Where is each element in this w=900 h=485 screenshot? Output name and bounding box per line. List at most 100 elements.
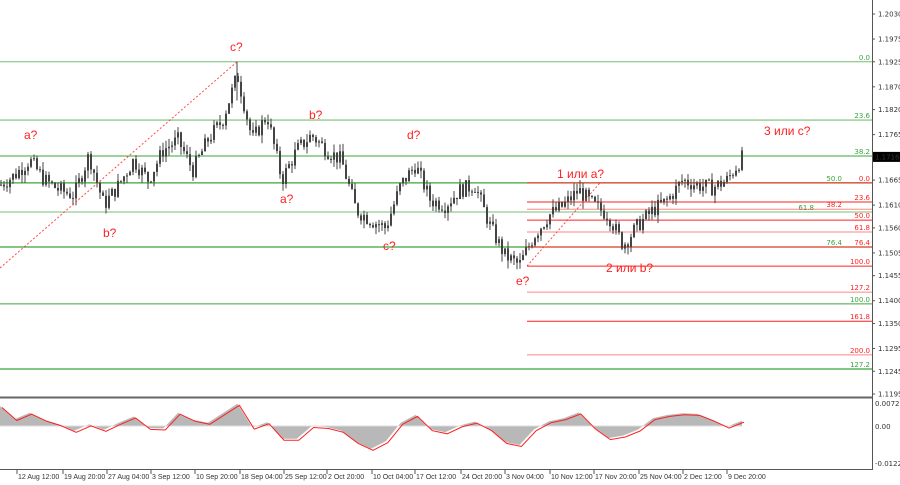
candle-body — [597, 201, 599, 203]
candle-body — [456, 197, 458, 200]
fib-label-green: 50.0 — [826, 175, 842, 183]
trendlines — [0, 61, 601, 269]
x-tick-label: 2 Dec 12:00 — [684, 474, 722, 481]
y-tick-label: 1.1820 — [878, 106, 900, 114]
fib-label-red: 23.6 — [854, 194, 870, 202]
candles — [0, 61, 743, 270]
candle-body — [462, 184, 464, 197]
candle-body — [255, 126, 257, 133]
candle-body — [39, 169, 41, 171]
candle-body — [585, 189, 587, 201]
candle-body — [186, 151, 188, 155]
candle-body — [444, 210, 446, 213]
fib-label-red: 127.2 — [850, 284, 870, 292]
candle-body — [561, 201, 563, 207]
candle-body — [105, 195, 107, 208]
fib-label-red: 38.2 — [826, 201, 842, 209]
wave-label: e? — [516, 274, 530, 288]
candle-body — [645, 210, 647, 219]
candle-body — [429, 185, 431, 201]
candle-body — [603, 210, 605, 219]
y-tick-label: 1.1560 — [878, 224, 900, 232]
fib-label-green: 127.2 — [850, 361, 870, 369]
candle-body — [117, 180, 119, 197]
candle-body — [420, 167, 422, 171]
candle-body — [171, 145, 173, 147]
candle-body — [198, 154, 200, 157]
candle-body — [291, 164, 293, 166]
candle-body — [303, 139, 305, 147]
candle-body — [246, 111, 248, 120]
candle-body — [687, 179, 689, 186]
x-tick-label: 19 Aug 20:00 — [64, 474, 105, 481]
candle-body — [666, 198, 668, 200]
candle-body — [624, 244, 626, 249]
y-tick-label: 1.1975 — [878, 36, 900, 44]
candle-body — [168, 146, 170, 149]
fib-label-green: 76.4 — [826, 239, 842, 247]
candle-body — [504, 248, 506, 255]
candle-body — [279, 151, 281, 175]
candle-body — [468, 180, 470, 192]
candle-body — [282, 174, 284, 184]
candle-body — [60, 183, 62, 191]
candle-body — [30, 159, 32, 167]
candle-body — [159, 150, 161, 164]
candle-body — [426, 185, 428, 190]
candle-body — [210, 139, 212, 142]
candle-body — [111, 188, 113, 196]
candle-body — [483, 194, 485, 208]
candle-body — [534, 238, 536, 246]
candle-body — [672, 196, 674, 199]
candle-body — [387, 225, 389, 229]
candle-body — [378, 224, 380, 226]
candle-body — [354, 188, 356, 204]
y-tick-label: 1.1505 — [878, 249, 900, 257]
candle-body — [402, 177, 404, 184]
candle-body — [558, 201, 560, 211]
y-tick-label: 1.1295 — [878, 345, 900, 353]
candle-body — [294, 149, 296, 166]
candle-body — [51, 181, 53, 183]
candle-body — [711, 179, 713, 196]
candle-body — [447, 206, 449, 213]
candle-body — [180, 132, 182, 147]
candle-body — [411, 169, 413, 171]
candle-body — [663, 198, 665, 202]
candle-body — [9, 179, 11, 188]
x-tick-label: 25 Sep 12:00 — [285, 474, 327, 481]
candle-body — [351, 183, 353, 189]
candle-body — [495, 224, 497, 244]
candle-body — [507, 248, 509, 261]
candle-body — [249, 119, 251, 131]
candle-body — [270, 124, 272, 128]
candle-body — [567, 196, 569, 202]
candle-body — [531, 245, 533, 247]
candle-body — [183, 146, 185, 152]
y-tick-label: 1.1870 — [878, 83, 900, 91]
candle-body — [552, 207, 554, 215]
candle-body — [267, 122, 269, 125]
candle-body — [720, 180, 722, 187]
candle-body — [150, 181, 152, 183]
candle-body — [300, 139, 302, 144]
candle-body — [492, 221, 494, 225]
candle-body — [357, 203, 359, 216]
candle-body — [306, 142, 308, 147]
oscillator-y-tick-label: 0.00725 — [875, 400, 900, 408]
y-tick-label: 1.1665 — [878, 177, 900, 185]
candle-body — [156, 163, 158, 172]
y-tick-label: 1.1765 — [878, 131, 900, 139]
candle-body — [609, 220, 611, 227]
candle-body — [738, 169, 740, 171]
candle-body — [72, 197, 74, 199]
candle-body — [342, 151, 344, 165]
candle-body — [273, 127, 275, 144]
candle-body — [471, 191, 473, 193]
candle-body — [240, 81, 242, 97]
candle-body — [135, 159, 137, 170]
candle-body — [228, 103, 230, 114]
candle-body — [225, 113, 227, 126]
candle-body — [654, 206, 656, 216]
